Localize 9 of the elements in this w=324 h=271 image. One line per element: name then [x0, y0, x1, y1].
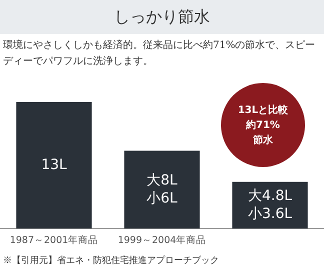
chart-subtitle: 環境にやさしくしかも経済的。従来品に比べ約71%の節水で、スピーディーでパワフルに洗浄します。: [3, 38, 316, 69]
text: ※【引用元】省エネ・防犯住宅推進アプローチブック: [3, 254, 219, 267]
data-label: 13L: [41, 156, 67, 173]
circle-badge: 13Lと比較 約71% 節水: [221, 83, 305, 167]
x-tick-label: 1999～2004年商品: [118, 234, 206, 246]
chart-title: しっかり節水: [0, 0, 324, 34]
x-tick-label: 1987～2001年商品: [10, 234, 98, 246]
data-label: 大4.8L 小3.6L: [248, 188, 292, 222]
data-label: 大8L 小6L: [146, 172, 178, 206]
